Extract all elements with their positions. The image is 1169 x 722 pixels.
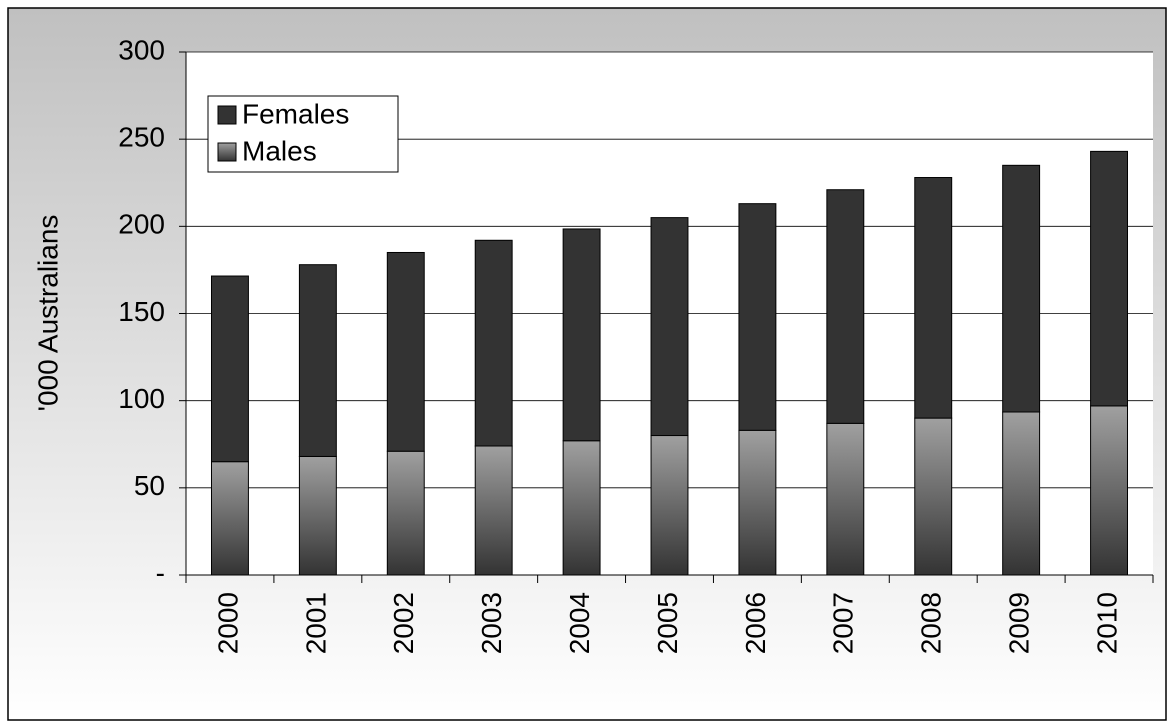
x-tick-label: 2010 [1091, 592, 1122, 654]
legend-box [207, 95, 399, 173]
bar-segment [210, 275, 249, 463]
y-tick-label: 100 [118, 383, 165, 414]
y-tick-label: 300 [118, 34, 165, 65]
bar-segment [298, 264, 337, 457]
x-tick-label: 2006 [740, 592, 771, 654]
bar-segment [386, 251, 425, 452]
y-axis-title: '000 Australians [32, 215, 63, 412]
y-tick-label: 50 [134, 470, 165, 501]
bar-segment [1002, 411, 1041, 576]
bar-segment [562, 228, 601, 442]
x-tick-label: 2007 [828, 592, 859, 654]
bar-segment [474, 239, 513, 447]
bar-segment [650, 435, 689, 576]
bar-segment [298, 455, 337, 576]
x-tick-label: 2004 [564, 592, 595, 654]
y-tick-label: 200 [118, 209, 165, 240]
x-tick-label: 2003 [476, 592, 507, 654]
x-tick-label: 2005 [652, 592, 683, 654]
bar-segment [1002, 164, 1041, 413]
legend-label: Males [242, 135, 317, 166]
bar-segment [826, 422, 865, 576]
bar-segment [562, 440, 601, 576]
bar-segment [474, 445, 513, 576]
bar-segment [914, 417, 953, 576]
bar-segment [914, 177, 953, 419]
x-tick-label: 2002 [388, 592, 419, 654]
legend-label: Females [242, 98, 349, 129]
y-tick-label: 250 [118, 122, 165, 153]
bar-segment [738, 429, 777, 576]
y-tick-label: - [156, 557, 165, 588]
legend-swatch [217, 105, 237, 125]
bar-segment [210, 461, 249, 576]
x-tick-label: 2009 [1004, 592, 1035, 654]
bar-segment [386, 450, 425, 576]
y-tick-label: 150 [118, 296, 165, 327]
x-tick-label: 2001 [300, 592, 331, 654]
bar-segment [826, 189, 865, 424]
bar-segment [1090, 405, 1129, 576]
bar-segment [650, 217, 689, 437]
bar-segment [738, 203, 777, 431]
x-tick-label: 2008 [916, 592, 947, 654]
legend-swatch [217, 142, 237, 162]
bar-segment [1090, 150, 1129, 407]
x-tick-label: 2000 [212, 592, 243, 654]
